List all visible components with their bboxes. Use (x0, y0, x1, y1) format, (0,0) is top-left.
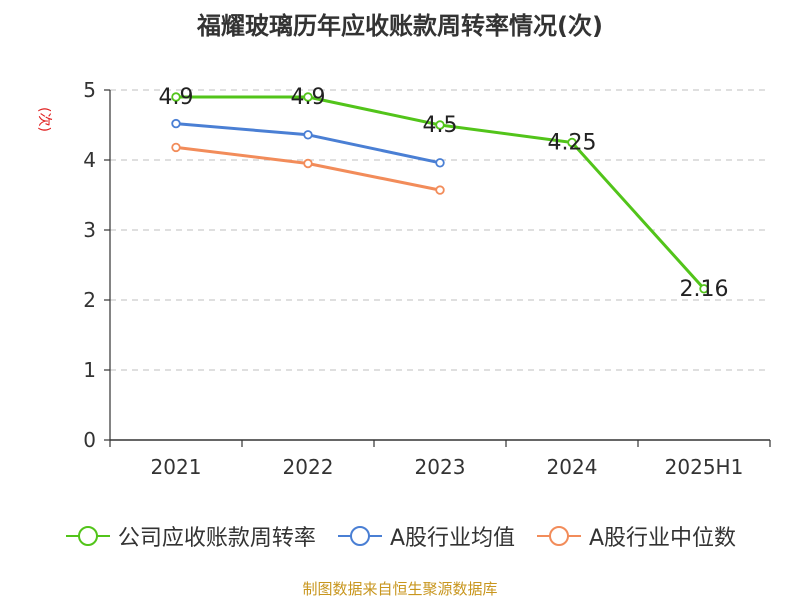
data-label-0-3: 4.25 (548, 131, 597, 156)
series-line-1 (175, 122, 441, 165)
legend-item-2[interactable]: A股行业中位数 (535, 520, 736, 552)
legend-label: A股行业均值 (389, 526, 515, 551)
x-tick-label-1: 2022 (283, 455, 334, 479)
legend: 公司应收账款周转率 A股行业均值 A股行业中位数 (0, 520, 800, 552)
data-point-2-0 (171, 142, 181, 153)
data-point-0-4 (699, 284, 709, 294)
data-point-0-3 (567, 137, 577, 148)
x-tick-label-3: 2024 (547, 455, 598, 479)
data-label-0-2: 4.5 (423, 113, 458, 138)
data-point-2-2 (435, 185, 445, 195)
data-labels: 4.9 4.9 4.5 4.25 2.16 (159, 85, 729, 302)
y-tick-label-5: 5 (83, 78, 96, 102)
legend-marker-icon (337, 526, 382, 546)
data-label-0-4: 2.16 (680, 277, 729, 302)
data-point-1-2 (435, 158, 445, 168)
axes: 0 1 2 3 4 5 2021 2022 2023 2024 2025H1 (83, 78, 771, 479)
x-tick-label-2: 2023 (415, 455, 466, 479)
legend-marker-icon (537, 526, 581, 546)
y-tick-label-2: 2 (83, 288, 96, 312)
x-tick-label-4: 2025H1 (665, 455, 744, 479)
y-tick-label-3: 3 (83, 218, 96, 242)
source-note: 制图数据来自恒生聚源数据库 (302, 580, 498, 598)
data-point-1-1 (303, 130, 313, 140)
series-lines (171, 92, 709, 294)
legend-item-0[interactable]: 公司应收账款周转率 (64, 520, 316, 552)
data-label-0-1: 4.9 (291, 85, 326, 110)
data-label-0-0: 4.9 (159, 85, 194, 110)
data-point-2-1 (303, 158, 313, 169)
legend-item-1[interactable]: A股行业均值 (336, 520, 515, 552)
y-tick-label-1: 1 (83, 358, 96, 382)
legend-label: 公司应收账款周转率 (117, 526, 316, 551)
chart-title: 福耀玻璃历年应收账款周转率情况(次) (197, 12, 603, 40)
data-point-0-1 (303, 92, 313, 102)
data-point-0-0 (171, 92, 181, 102)
x-tick-label-0: 2021 (151, 455, 202, 479)
data-point-0-2 (435, 120, 445, 130)
y-tick-label-0: 0 (83, 428, 96, 452)
legend-label: A股行业中位数 (589, 526, 737, 551)
data-point-1-0 (171, 118, 181, 129)
y-tick-label-4: 4 (83, 148, 96, 172)
legend-marker-icon (65, 526, 110, 546)
